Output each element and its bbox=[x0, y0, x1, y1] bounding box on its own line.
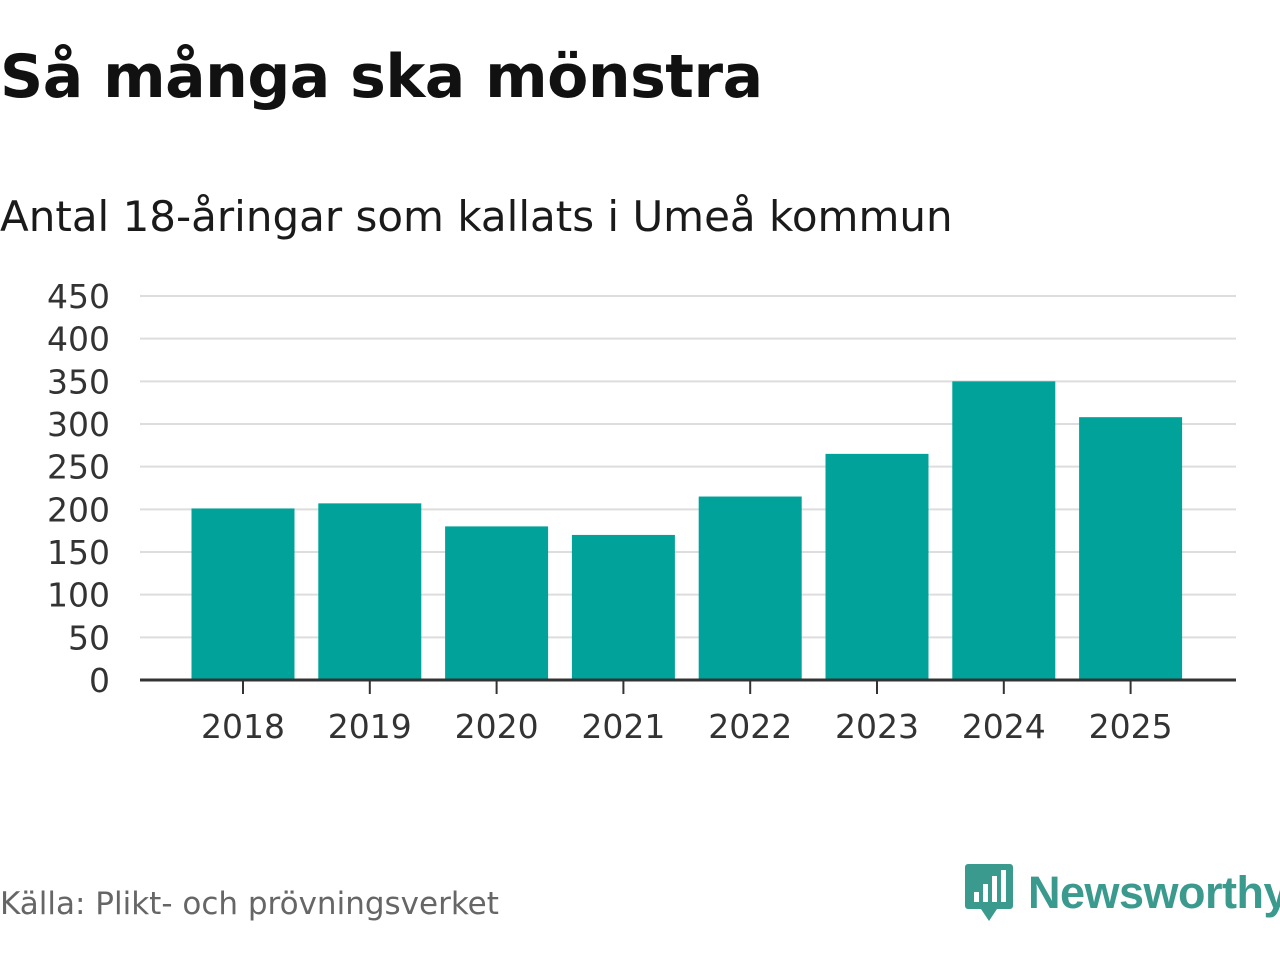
y-tick-label: 250 bbox=[47, 448, 110, 487]
newsworthy-logo-icon bbox=[965, 864, 1013, 921]
y-tick-label: 200 bbox=[47, 490, 110, 529]
chart-title: Så många ska mönstra bbox=[0, 42, 763, 112]
y-tick-label: 400 bbox=[47, 320, 110, 359]
x-tick-label: 2025 bbox=[1089, 707, 1173, 746]
y-tick-label: 50 bbox=[68, 618, 110, 657]
bar-2019 bbox=[318, 503, 422, 680]
x-tick-label: 2018 bbox=[201, 707, 285, 746]
bar-2020 bbox=[445, 526, 549, 680]
x-tick-label: 2020 bbox=[455, 707, 539, 746]
brand-logo: Newsworthy bbox=[964, 862, 1280, 924]
source-note: Källa: Plikt- och prövningsverket bbox=[0, 886, 499, 922]
bar-2022 bbox=[698, 496, 802, 680]
bar-2023 bbox=[825, 453, 929, 680]
bar-2021 bbox=[571, 534, 675, 680]
x-tick-label: 2024 bbox=[962, 707, 1046, 746]
bar-2018 bbox=[191, 508, 295, 680]
bars bbox=[191, 381, 1183, 680]
brand-name: Newsworthy bbox=[1028, 867, 1280, 918]
x-tick-label: 2019 bbox=[328, 707, 412, 746]
y-tick-label: 100 bbox=[47, 576, 110, 615]
y-tick-label: 150 bbox=[47, 533, 110, 572]
x-tick-label: 2023 bbox=[835, 707, 919, 746]
y-tick-label: 300 bbox=[47, 405, 110, 444]
x-tick-label: 2022 bbox=[708, 707, 792, 746]
x-tick-label: 2021 bbox=[581, 707, 665, 746]
x-axis-ticks: 2018 2019 2020 2021 2022 2023 2024 2025 bbox=[201, 680, 1173, 746]
bar-2024 bbox=[952, 381, 1056, 680]
gridlines bbox=[140, 295, 1236, 639]
chart-subtitle: Antal 18-åringar som kallats i Umeå komm… bbox=[0, 192, 953, 241]
y-tick-label: 350 bbox=[47, 362, 110, 401]
y-tick-label: 450 bbox=[47, 277, 110, 316]
y-tick-label: 0 bbox=[89, 661, 110, 700]
bar-2025 bbox=[1079, 417, 1183, 680]
